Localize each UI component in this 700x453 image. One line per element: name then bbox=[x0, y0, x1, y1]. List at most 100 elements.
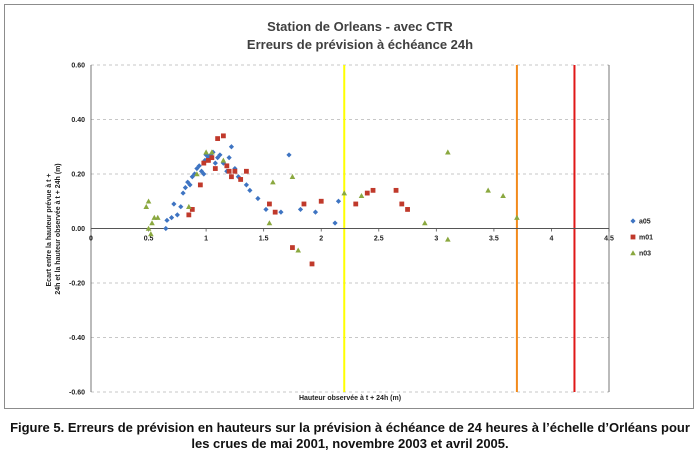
legend-label-n03: n03 bbox=[639, 251, 651, 258]
data-point-m01 bbox=[393, 187, 399, 193]
data-point-a05 bbox=[278, 209, 284, 215]
x-tick-label: 4 bbox=[549, 236, 553, 243]
data-point-m01 bbox=[224, 163, 230, 169]
data-point-a05 bbox=[243, 182, 249, 188]
data-point-a05 bbox=[174, 212, 180, 218]
chart-subtitle: Erreurs de prévision à échéance 24h bbox=[247, 37, 473, 52]
legend-marker-n03 bbox=[630, 250, 636, 256]
data-point-m01 bbox=[220, 133, 226, 139]
data-point-m01 bbox=[201, 160, 207, 166]
data-point-m01 bbox=[301, 201, 307, 207]
data-point-n03 bbox=[209, 149, 215, 155]
data-point-n03 bbox=[186, 203, 192, 209]
caption-line-1: Figure 5. Erreurs de prévision en hauteu… bbox=[10, 420, 690, 435]
data-point-n03 bbox=[445, 149, 451, 155]
legend-label-a05: a05 bbox=[639, 219, 651, 226]
data-point-n03 bbox=[203, 149, 209, 155]
data-point-m01 bbox=[364, 190, 370, 196]
x-axis-label: Hauteur observée à t + 24h (m) bbox=[299, 395, 401, 402]
data-point-m01 bbox=[290, 245, 295, 250]
data-point-a05 bbox=[255, 195, 261, 202]
chart-title: Station de Orleans - avec CTR bbox=[267, 19, 453, 34]
data-point-n03 bbox=[500, 193, 506, 199]
x-tick-label: 0.5 bbox=[144, 236, 154, 243]
data-point-n03 bbox=[149, 220, 155, 226]
y-tick-label: -0.40 bbox=[69, 335, 85, 342]
y-tick-label: 0.40 bbox=[71, 117, 85, 124]
data-point-n03 bbox=[154, 214, 161, 220]
data-point-m01 bbox=[272, 209, 278, 215]
y-tick-label: -0.20 bbox=[69, 281, 85, 288]
x-tick-label: 3 bbox=[434, 236, 438, 243]
data-point-a05 bbox=[168, 215, 175, 221]
data-point-a05 bbox=[335, 198, 342, 204]
data-point-a05 bbox=[217, 152, 223, 158]
data-point-n03 bbox=[289, 173, 296, 179]
x-tick-label: 4.5 bbox=[604, 236, 614, 243]
data-point-n03 bbox=[485, 187, 491, 193]
data-point-m01 bbox=[186, 212, 192, 218]
data-point-a05 bbox=[332, 220, 338, 226]
data-point-m01 bbox=[405, 207, 410, 212]
data-point-m01 bbox=[267, 201, 272, 207]
data-point-m01 bbox=[232, 168, 238, 174]
y-tick-label: -0.60 bbox=[69, 390, 85, 397]
data-point-n03 bbox=[422, 220, 428, 226]
chart-frame: Station de Orleans - avec CTR Erreurs de… bbox=[4, 4, 694, 409]
data-point-a05 bbox=[297, 206, 304, 213]
data-point-a05 bbox=[182, 185, 188, 191]
data-point-a05 bbox=[228, 144, 235, 150]
data-point-n03 bbox=[220, 157, 227, 163]
data-point-m01 bbox=[238, 177, 244, 182]
data-point-m01 bbox=[309, 261, 315, 267]
data-point-m01 bbox=[189, 207, 195, 212]
data-point-a05 bbox=[187, 182, 193, 188]
x-tick-label: 2 bbox=[319, 236, 323, 243]
data-point-a05 bbox=[212, 160, 218, 166]
data-point-n03 bbox=[194, 171, 200, 177]
data-point-n03 bbox=[145, 225, 152, 231]
x-tick-label: 0 bbox=[89, 236, 93, 243]
data-point-a05 bbox=[171, 201, 177, 207]
data-point-n03 bbox=[145, 198, 152, 204]
figure-caption: Figure 5. Erreurs de prévision en hauteu… bbox=[0, 420, 700, 452]
data-point-m01 bbox=[226, 168, 232, 174]
data-points bbox=[143, 133, 520, 267]
data-point-a05 bbox=[247, 187, 253, 193]
y-axis-label-line-2: 24h et la hauteur observée à t + 24h (m) bbox=[55, 163, 62, 294]
data-point-n03 bbox=[295, 247, 301, 253]
data-point-a05 bbox=[196, 163, 202, 169]
data-point-a05 bbox=[164, 217, 170, 223]
data-point-n03 bbox=[148, 231, 154, 237]
x-tick-label: 2.5 bbox=[374, 236, 384, 243]
legend-marker-a05 bbox=[630, 218, 636, 224]
data-point-a05 bbox=[286, 152, 292, 158]
x-tick-label: 3.5 bbox=[489, 236, 499, 243]
data-point-a05 bbox=[201, 171, 207, 177]
data-point-m01 bbox=[353, 201, 359, 207]
y-axis-label-line-1: Ecart entre la hauteur prévue à t + bbox=[46, 173, 53, 286]
caption-line-2: les crues de mai 2001, novembre 2003 et … bbox=[191, 436, 509, 451]
axes: 0.60 0.40 0.20 0.00 -0.20 -0.40 -0.60 0 0.5 1 1.5 2… bbox=[69, 63, 614, 397]
data-point-n03 bbox=[266, 220, 273, 226]
data-point-n03 bbox=[341, 190, 348, 196]
data-point-a05 bbox=[163, 225, 169, 232]
data-point-n03 bbox=[358, 193, 365, 199]
data-point-m01 bbox=[229, 174, 234, 180]
data-point-m01 bbox=[399, 201, 405, 207]
y-tick-label: 0.00 bbox=[71, 226, 85, 233]
data-point-m01 bbox=[209, 155, 215, 161]
data-point-m01 bbox=[318, 198, 324, 204]
data-point-m01 bbox=[215, 136, 221, 141]
data-point-a05 bbox=[180, 190, 186, 196]
data-point-a05 bbox=[263, 206, 269, 213]
data-point-n03 bbox=[445, 236, 451, 242]
legend-label-m01: m01 bbox=[639, 235, 653, 242]
y-tick-label: 0.60 bbox=[71, 63, 85, 70]
data-point-m01 bbox=[244, 168, 249, 174]
legend: a05 m01 n03 bbox=[630, 218, 653, 258]
data-point-n03 bbox=[270, 179, 276, 185]
y-axis-label: Ecart entre la hauteur prévue à t + 24h … bbox=[46, 163, 62, 294]
data-point-m01 bbox=[212, 166, 218, 171]
data-point-a05 bbox=[312, 209, 319, 215]
